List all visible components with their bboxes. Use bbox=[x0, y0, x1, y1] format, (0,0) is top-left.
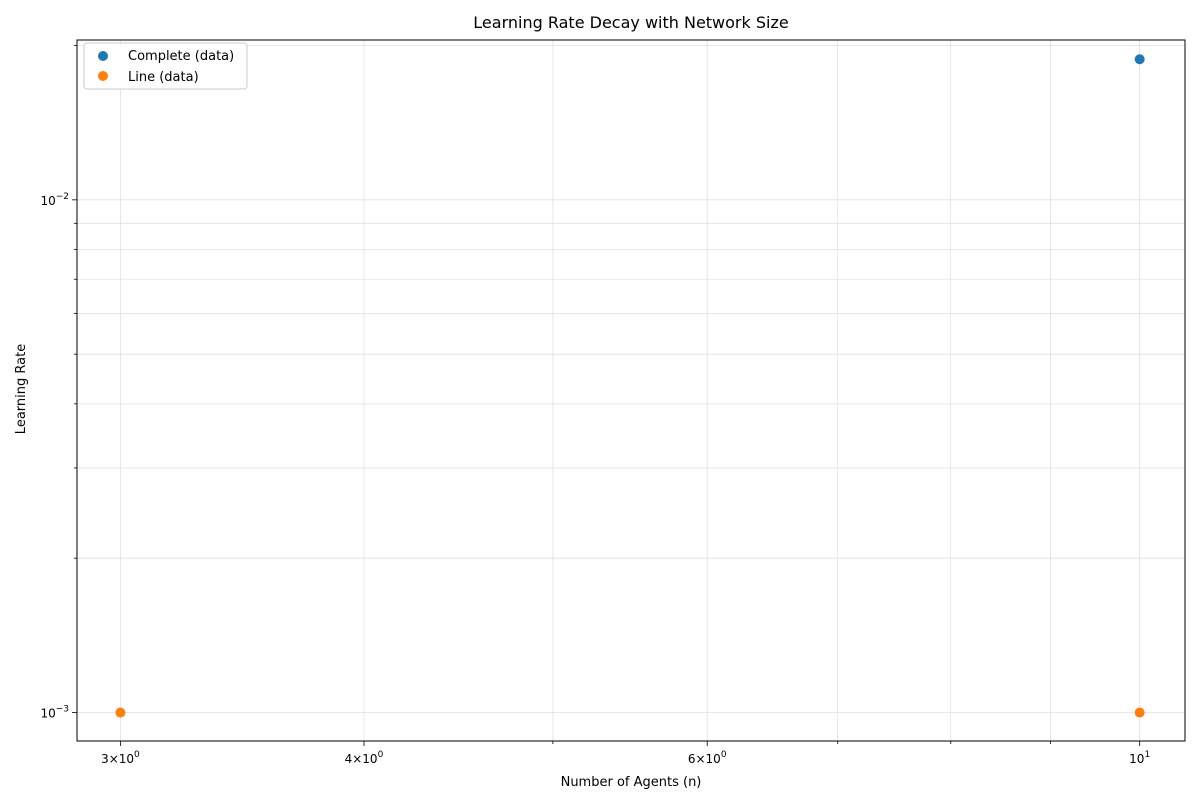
grid-layer bbox=[77, 40, 1185, 741]
data-point-series-1 bbox=[115, 707, 126, 718]
plot-frame bbox=[76, 39, 1186, 742]
x-tick-label-base: 3×10 bbox=[101, 752, 134, 766]
legend-marker-complete bbox=[98, 51, 108, 61]
legend: Complete (data) Line (data) bbox=[83, 42, 248, 90]
y-tick-label-exponent: −2 bbox=[56, 192, 69, 202]
x-tick-label-base: 6×10 bbox=[688, 752, 721, 766]
y-tick-label-exponent: −3 bbox=[56, 705, 69, 715]
y-tick-label-base: 10 bbox=[40, 707, 55, 721]
x-tick-label-exponent: 1 bbox=[1144, 750, 1150, 760]
y-tick-label: 10−3 bbox=[40, 705, 69, 721]
x-tick-label: 3×100 bbox=[101, 750, 140, 766]
x-tick-label-exponent: 0 bbox=[134, 750, 140, 760]
x-tick-label: 6×100 bbox=[688, 750, 727, 766]
data-point-series-0 bbox=[1134, 54, 1145, 65]
x-tick-label-exponent: 0 bbox=[378, 750, 384, 760]
x-tick-label-base: 4×10 bbox=[345, 752, 378, 766]
points-layer bbox=[115, 54, 1145, 718]
y-tick-label: 10−2 bbox=[40, 192, 69, 208]
legend-label-complete: Complete (data) bbox=[128, 49, 234, 64]
x-tick-label: 101 bbox=[1129, 750, 1150, 766]
legend-frame bbox=[83, 42, 248, 90]
x-tick-label-base: 10 bbox=[1129, 752, 1144, 766]
legend-marker-line bbox=[98, 71, 108, 81]
y-tick-label-base: 10 bbox=[40, 194, 55, 208]
data-point-series-1 bbox=[1134, 707, 1145, 718]
x-tick-label: 4×100 bbox=[345, 750, 384, 766]
chart-title: Learning Rate Decay with Network Size bbox=[473, 13, 788, 32]
x-tick-label-exponent: 0 bbox=[721, 750, 727, 760]
x-axis-label: Number of Agents (n) bbox=[561, 775, 702, 790]
y-axis-label: Learning Rate bbox=[14, 344, 29, 434]
legend-label-line: Line (data) bbox=[128, 70, 199, 85]
